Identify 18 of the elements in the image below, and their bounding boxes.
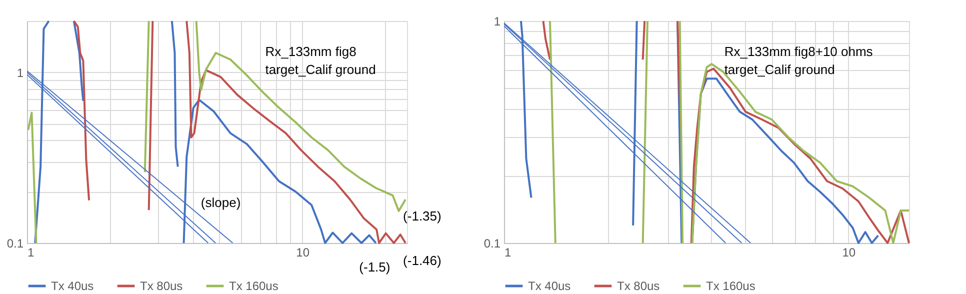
legend-label: Tx 160us [706,279,756,293]
text: (-1.5) [359,259,390,274]
legend-label: Tx 40us [528,279,571,293]
annotation: Rx_133mm fig8+10 ohms target_Calif ground [724,44,874,78]
legend-label: Tx 80us [140,279,183,293]
x-tick-label: 1 [28,246,34,260]
legend-label: Tx 80us [617,279,660,293]
x-tick-label: 10 [842,246,856,260]
x-tick-label: 1 [504,246,512,260]
y-tick-label: 0.1 [6,236,24,250]
legend-label: Tx 160us [229,279,278,293]
y-tick-label: 0.1 [484,236,501,250]
legend-label: Tx 40us [51,279,94,293]
annotation: (slope) [200,195,241,210]
annotation: Rx_133mm fig8 target_Calif ground [265,44,376,78]
annotation: (-1.35) [403,208,442,224]
text: (-1.46) [403,252,442,268]
x-tick-label: 10 [296,246,310,260]
